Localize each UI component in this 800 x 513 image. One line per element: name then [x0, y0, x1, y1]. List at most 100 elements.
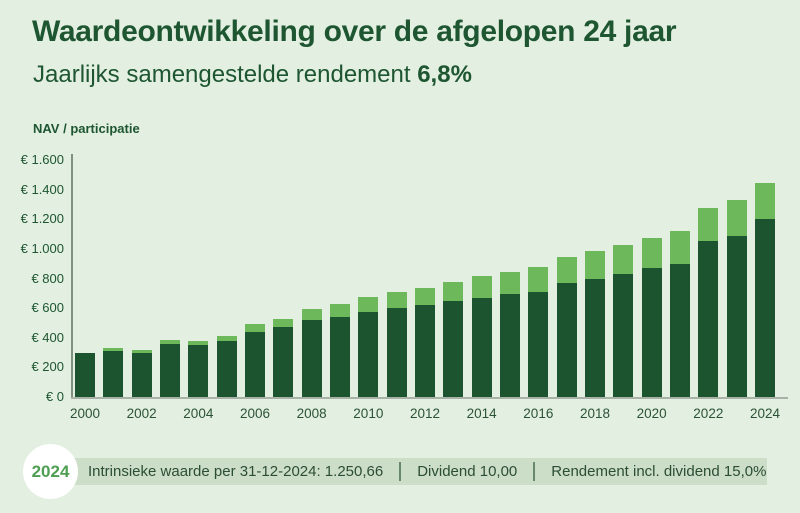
x-tick-label: 2012 — [409, 406, 440, 421]
intrinsic-value-segment — [159, 344, 180, 397]
intrinsic-value-segment — [414, 305, 435, 397]
x-tick-label: 2006 — [239, 406, 270, 421]
intrinsic-value-segment — [584, 278, 605, 397]
x-tick-label: 2018 — [579, 406, 610, 421]
bar-2012 — [414, 288, 435, 397]
dividend-segment — [216, 335, 237, 342]
bar-2020 — [641, 237, 662, 397]
dividend-segment — [329, 303, 350, 318]
bar-2001 — [103, 348, 124, 397]
year-badge-label: 2024 — [31, 461, 70, 481]
dividend-segment — [726, 200, 747, 236]
intrinsic-value-segment — [216, 341, 237, 397]
intrinsic-value-segment — [244, 331, 265, 397]
dividend-segment — [131, 350, 152, 354]
dividend-segment — [641, 237, 662, 269]
x-axis-line — [71, 397, 788, 399]
bar-2004 — [188, 340, 209, 397]
y-tick-label: € 0 — [45, 389, 64, 404]
bar-2007 — [273, 318, 294, 397]
footer-divider-2 — [533, 462, 536, 481]
intrinsic-value-segment — [528, 291, 549, 397]
bar-2009 — [329, 303, 350, 397]
x-axis-labels: 2000 2002 2004 2006 2008 2010 2012 2014 2016 2018… — [0, 406, 800, 426]
stacked-bar-chart: € 1.600 € 1.400 € 1.200 € 1.000 € 800 € 600 € … — [0, 145, 800, 435]
dividend-segment — [471, 276, 492, 298]
intrinsic-value-segment — [188, 345, 209, 397]
bar-2011 — [386, 291, 407, 397]
dividend-segment — [556, 257, 577, 283]
intrinsic-value-segment — [386, 308, 407, 397]
dividend-segment — [103, 348, 124, 352]
intrinsic-value-segment — [131, 353, 152, 397]
y-tick-label: € 1.000 — [20, 240, 64, 256]
subtitle-percentage: 6,8% — [417, 61, 472, 88]
x-tick-label: 2004 — [183, 406, 214, 421]
subtitle: Jaarlijks samengestelde rendement 6,8% — [33, 61, 472, 89]
intrinsic-value-segment — [103, 351, 124, 397]
y-tick-label: € 400 — [31, 329, 64, 345]
bar-2017 — [556, 257, 577, 397]
dividend-segment — [613, 245, 634, 275]
dividend-segment — [301, 308, 322, 320]
intrinsic-value-segment — [443, 301, 464, 397]
intrinsic-value-segment — [329, 317, 350, 397]
x-tick-label: 2000 — [69, 406, 101, 421]
footer-dividend: Dividend 10,00 — [417, 463, 518, 480]
y-axis-caption: NAV / participatie — [33, 121, 140, 136]
x-tick-label: 2020 — [636, 406, 667, 421]
bar-2022 — [698, 208, 719, 397]
bar-2010 — [358, 297, 379, 397]
dividend-segment — [584, 251, 605, 279]
intrinsic-value-segment — [641, 268, 662, 397]
footer-return: Rendement incl. dividend 15,0% — [551, 463, 767, 480]
dividend-segment — [358, 297, 379, 312]
y-tick-label: € 1.400 — [20, 181, 64, 197]
x-tick-label: 2010 — [353, 406, 384, 421]
dividend-segment — [159, 339, 180, 345]
y-tick-label: € 1.200 — [20, 211, 64, 227]
intrinsic-value-segment — [273, 327, 294, 397]
x-tick-label: 2008 — [296, 406, 327, 421]
y-tick-label: € 200 — [31, 359, 64, 375]
bar-2015 — [499, 271, 520, 397]
bar-2005 — [216, 335, 237, 397]
dividend-segment — [443, 282, 464, 302]
bar-2013 — [443, 282, 464, 397]
bar-2014 — [471, 276, 492, 397]
year-badge: 2024 — [23, 444, 78, 499]
intrinsic-value-segment — [726, 235, 747, 397]
x-tick-label: 2014 — [466, 406, 497, 421]
bars-container — [75, 160, 775, 397]
footer-band: Intrinsieke waarde per 31-12-2024: 1.250… — [46, 458, 767, 485]
x-tick-label: 2024 — [749, 406, 780, 421]
intrinsic-value-segment — [358, 311, 379, 397]
bar-2002 — [131, 350, 152, 397]
y-tick-label: € 1.600 — [20, 152, 64, 167]
dividend-segment — [528, 267, 549, 292]
dividend-segment — [273, 318, 294, 328]
dividend-segment — [244, 324, 265, 332]
intrinsic-value-segment — [75, 352, 95, 397]
subtitle-text: Jaarlijks samengestelde rendement — [33, 61, 418, 88]
bar-2008 — [301, 308, 322, 397]
dividend-segment — [386, 291, 407, 309]
intrinsic-value-segment — [669, 263, 690, 397]
x-tick-label: 2022 — [693, 406, 724, 421]
x-tick-label: 2016 — [523, 406, 554, 421]
x-tick-label: 2002 — [126, 406, 157, 421]
intrinsic-value-segment — [556, 282, 577, 397]
bar-2024 — [754, 182, 775, 397]
dividend-segment — [414, 288, 435, 306]
intrinsic-value-segment — [471, 297, 492, 397]
bar-2018 — [584, 251, 605, 397]
bar-2023 — [726, 200, 747, 397]
y-tick-label: € 800 — [31, 270, 64, 286]
dividend-segment — [669, 231, 690, 264]
bar-2019 — [613, 245, 634, 397]
bar-2006 — [244, 324, 265, 397]
y-tick-label: € 600 — [31, 300, 64, 316]
intrinsic-value-segment — [301, 319, 322, 397]
bar-2021 — [669, 231, 690, 397]
